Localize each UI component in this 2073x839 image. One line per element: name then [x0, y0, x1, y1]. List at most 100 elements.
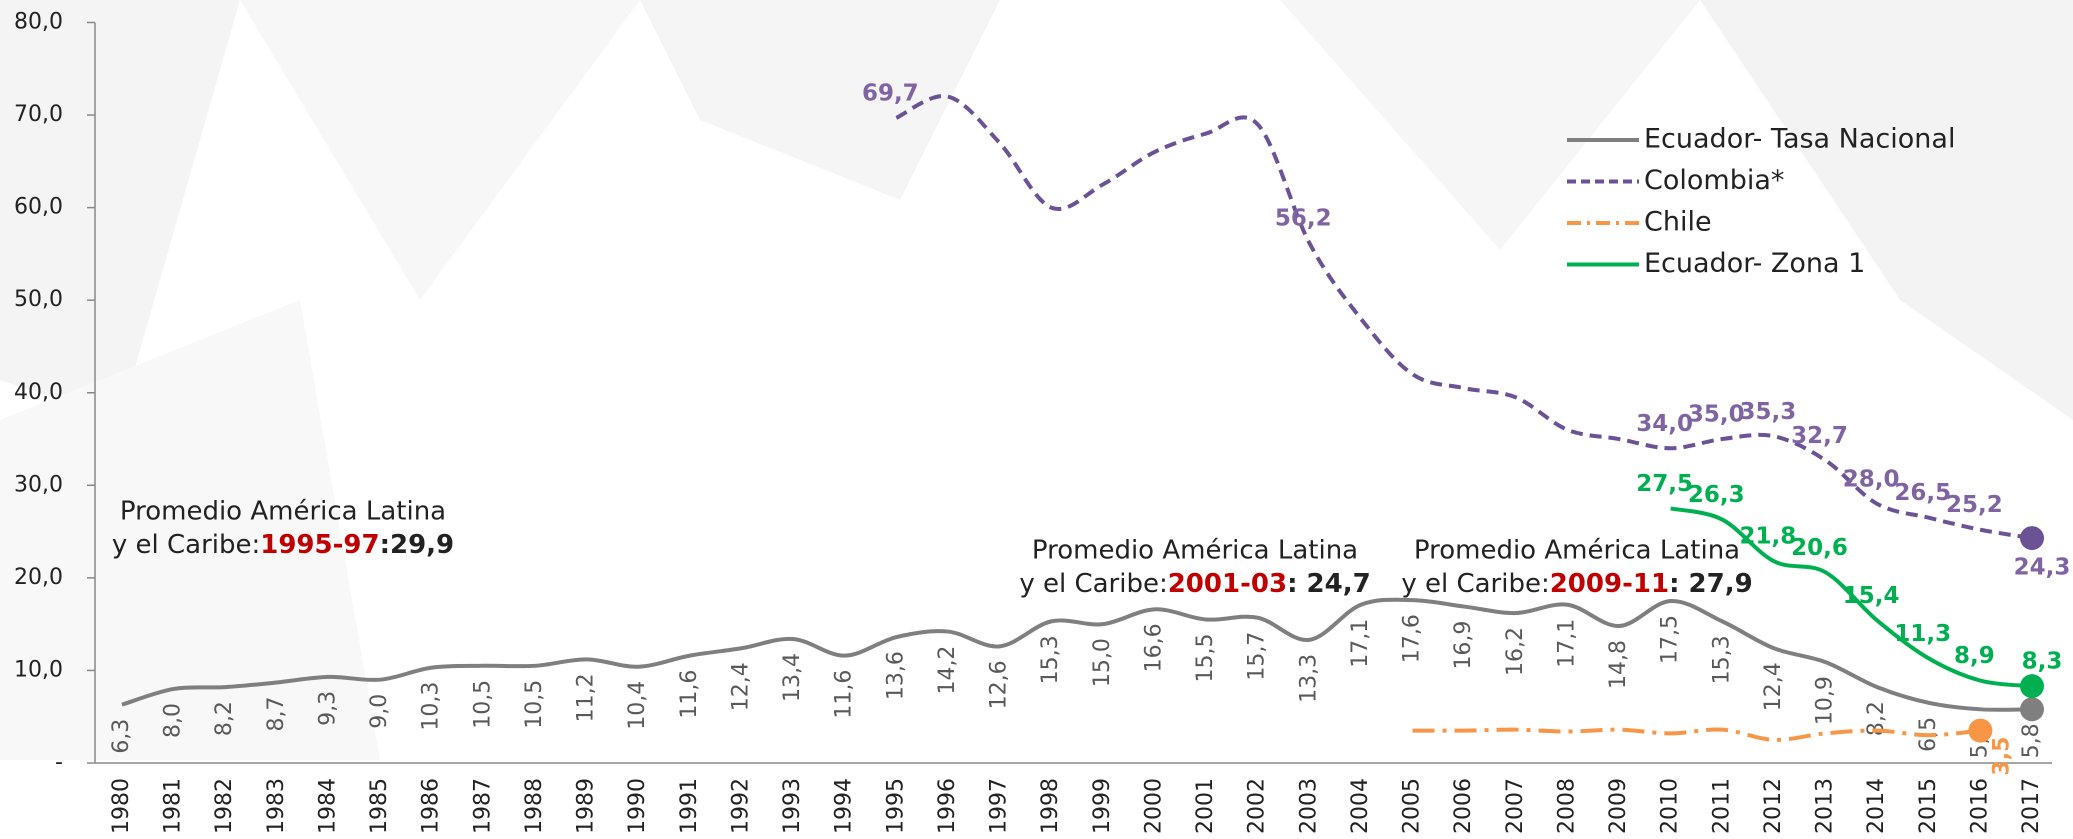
data-label: 11,6 [832, 670, 857, 719]
background [0, 0, 2073, 420]
annotation-period: 2009-11 [1550, 569, 1669, 599]
data-label: 69,7 [862, 80, 919, 106]
x-tick-label: 1980 [109, 778, 134, 834]
x-tick-label: 1991 [677, 778, 702, 834]
data-label: 9,3 [315, 691, 340, 726]
annotation-sep: : [1669, 569, 1688, 599]
x-tick-label: 2017 [2019, 778, 2044, 834]
data-label: 8,0 [161, 703, 186, 738]
annotation-line: Promedio América Latina [1032, 536, 1358, 566]
data-label: 10,3 [419, 682, 444, 731]
data-label: 8,3 [2022, 649, 2063, 675]
end-marker [2020, 697, 2044, 722]
data-label: 17,1 [1554, 619, 1579, 668]
annotation-line: y el Caribe:2009-11: 27,9 [1401, 569, 1752, 599]
x-tick-label: 2001 [1193, 778, 1218, 834]
data-label: 12,4 [1761, 662, 1786, 711]
annotation-line: y el Caribe:1995-97:29,9 [112, 530, 454, 560]
y-tick-label: 40,0 [14, 380, 63, 405]
data-label: 17,6 [1400, 614, 1425, 663]
annotation-value: 29,9 [390, 530, 454, 560]
x-tick-label: 1981 [161, 778, 186, 834]
x-tick-label: 1996 [935, 778, 960, 834]
annotation-prefix: y el Caribe: [1019, 569, 1167, 599]
data-label: 13,4 [780, 653, 805, 702]
data-label: 6,3 [109, 719, 134, 754]
x-tick-label: 1983 [264, 778, 289, 834]
data-label: 15,3 [1038, 635, 1063, 684]
x-tick-label: 1992 [728, 778, 753, 834]
data-label: 11,2 [574, 673, 599, 722]
annotation-line: Promedio América Latina [120, 497, 446, 527]
data-label: 13,6 [883, 651, 908, 700]
x-tick-label: 2002 [1245, 778, 1270, 834]
series-line [1412, 727, 1981, 742]
annotation-prefix: y el Caribe: [1401, 569, 1549, 599]
data-label: 10,4 [625, 681, 650, 730]
x-tick-label: 2004 [1348, 778, 1373, 834]
data-label: 8,7 [264, 696, 289, 731]
legend-label: Ecuador- Tasa Nacional [1644, 124, 1955, 155]
series-line [121, 597, 2033, 712]
data-label: 24,3 [2014, 555, 2071, 581]
data-label: 10,5 [470, 680, 495, 729]
annotation-line: Promedio América Latina [1414, 536, 1740, 566]
x-tick-label: 1995 [883, 778, 908, 834]
legend-label: Colombia* [1644, 165, 1784, 196]
legend-label: Ecuador- Zona 1 [1644, 248, 1865, 279]
data-label: 21,8 [1740, 524, 1797, 550]
data-label: 32,7 [1791, 423, 1848, 449]
y-tick-label: 10,0 [14, 657, 63, 682]
x-tick-label: 2012 [1761, 778, 1786, 834]
x-tick-label: 2015 [1916, 778, 1941, 834]
x-tick-label: 2013 [1813, 778, 1838, 834]
series-line [1670, 506, 2033, 689]
x-tick-label: 2005 [1400, 778, 1425, 834]
x-tick-label: 1989 [574, 778, 599, 834]
y-tick-label: 80,0 [14, 10, 63, 35]
data-label: 20,6 [1791, 535, 1848, 561]
annotation-period: 1995-97 [260, 530, 379, 560]
data-label: 25,2 [1946, 492, 2003, 518]
end-marker [1968, 718, 1993, 743]
data-label: 35,0 [1688, 402, 1745, 428]
data-label: 27,5 [1636, 471, 1693, 497]
annotation-period: 2001-03 [1168, 569, 1287, 599]
data-label: 13,3 [1296, 654, 1321, 703]
data-label: 15,4 [1843, 583, 1900, 609]
x-tick-label: 1985 [367, 778, 392, 834]
x-tick-label: 1999 [1090, 778, 1115, 834]
x-tick-label: 1990 [625, 778, 650, 834]
series-line [895, 94, 2033, 541]
data-label: 35,3 [1740, 399, 1797, 425]
data-label: 12,4 [728, 662, 753, 711]
annotation-sep: : [1287, 569, 1306, 599]
data-label: 26,5 [1894, 480, 1951, 506]
data-label: 8,9 [1954, 643, 1995, 669]
data-label: 16,6 [1141, 623, 1166, 672]
x-tick-label: 1993 [780, 778, 805, 834]
data-label: 12,6 [987, 660, 1012, 709]
x-tick-label: 2003 [1296, 778, 1321, 834]
data-label: 11,3 [1894, 621, 1951, 647]
x-tick-label: 2000 [1141, 778, 1166, 834]
y-tick-label: 50,0 [14, 287, 63, 312]
data-label: 17,1 [1348, 619, 1373, 668]
data-label: 5,8 [2019, 723, 2044, 758]
end-marker [2020, 526, 2044, 551]
annotation-value: 27,9 [1689, 569, 1753, 599]
data-label: 17,5 [1658, 615, 1683, 664]
data-label: 11,6 [677, 670, 702, 719]
annotation-value: 24,7 [1307, 569, 1371, 599]
data-label: 15,7 [1245, 632, 1270, 681]
x-tick-label: 1998 [1038, 778, 1063, 834]
annotation-prefix: y el Caribe: [112, 530, 260, 560]
data-label: 28,0 [1843, 466, 1900, 492]
legend-label: Chile [1644, 207, 1712, 238]
data-label: 16,9 [1451, 621, 1476, 670]
data-label: 3,5 [1989, 737, 2014, 776]
x-tick-label: 2010 [1658, 778, 1683, 834]
data-label: 9,0 [367, 694, 392, 729]
y-tick-label: 60,0 [14, 195, 63, 220]
